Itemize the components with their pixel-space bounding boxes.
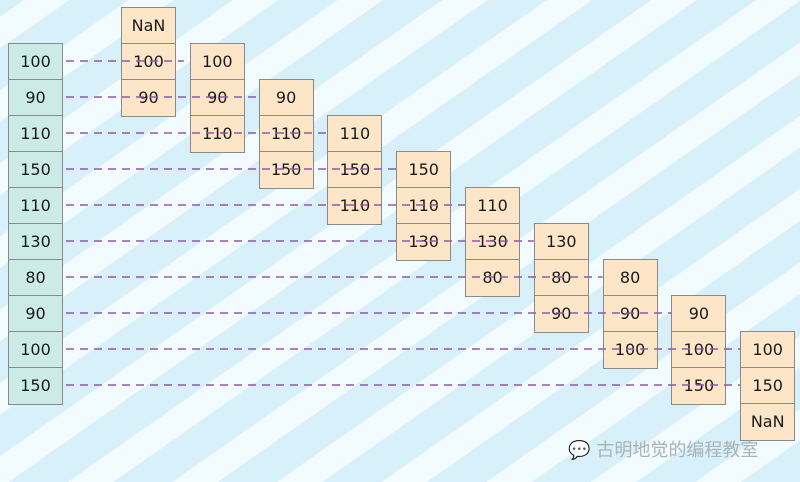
window-cell: 100 [741,332,795,368]
window-cell: 110 [466,188,519,224]
window-cell: 100 [190,44,244,80]
window-cell: 100 [614,340,646,359]
rolling-window-3: 90 110 150 [258,79,314,189]
series-cell: 90 [9,296,62,332]
window-cell: 150 [741,368,795,404]
source-series-column: 100 90 110 150 110 130 80 90 100 150 [8,43,63,405]
window-cell: 110 [339,196,371,215]
rolling-window-5: 150 110 130 [396,151,452,261]
series-cell: 150 [9,152,62,188]
window-cell: 100 [122,44,175,80]
window-cell: 80 [534,260,588,296]
series-cell: 90 [9,80,62,116]
window-cell: NaN [122,8,175,44]
window-cell: 80 [603,260,657,296]
window-cell: 110 [259,116,313,152]
window-cell: 110 [328,116,382,152]
series-cell: 150 [20,376,51,395]
window-cell: 130 [466,224,519,260]
rolling-window-1: NaN 100 90 [121,7,176,117]
rolling-window-10: 100 150 NaN [740,331,796,441]
window-cell: NaN [750,412,785,431]
series-cell: 130 [9,224,62,260]
window-cell: 90 [551,304,572,323]
rolling-window-6: 110 130 80 [465,187,520,297]
window-cell: 110 [397,188,451,224]
window-cell: 100 [672,332,726,368]
series-cell: 80 [9,260,62,296]
window-cell: 150 [270,160,302,179]
window-cell: 90 [138,88,159,107]
window-cell: 90 [603,296,657,332]
window-cell: 130 [534,224,588,260]
window-cell: 130 [408,232,439,251]
window-cell: 90 [672,296,726,332]
window-cell: 80 [482,268,503,287]
watermark: 💬 古明地觉的编程教室 [568,436,758,462]
window-cell: 90 [190,80,244,116]
window-cell: 90 [259,80,313,116]
rolling-window-9: 90 100 150 [671,295,727,405]
series-cell: 110 [9,116,62,152]
wechat-icon: 💬 [568,440,591,461]
series-cell: 110 [9,188,62,224]
rolling-window-8: 80 90 100 [602,259,658,369]
window-cell: 110 [202,124,233,143]
series-cell: 100 [9,44,62,80]
rolling-window-2: 100 90 110 [189,43,245,153]
window-cell: 150 [397,152,451,188]
rolling-window-7: 130 80 90 [533,223,589,333]
rolling-window-4: 110 150 110 [327,115,383,225]
series-cell: 100 [9,332,62,368]
watermark-text: 古明地觉的编程教室 [596,440,759,461]
window-cell: 150 [328,152,382,188]
window-cell: 150 [683,376,715,395]
